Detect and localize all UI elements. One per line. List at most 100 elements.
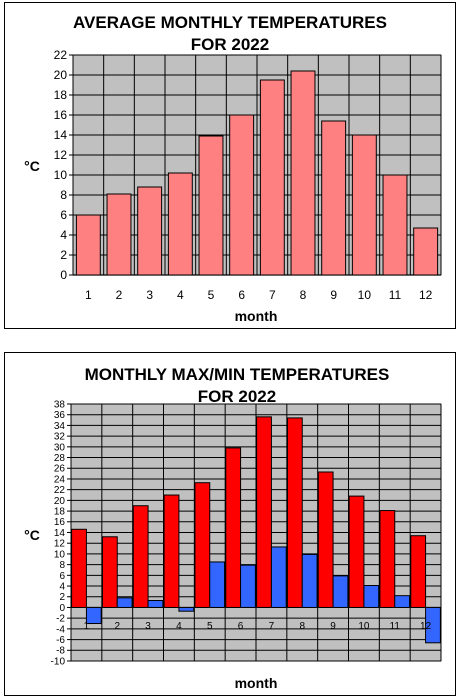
x-tick-label: 1 — [84, 621, 90, 632]
bar-series-0-month-4 — [167, 172, 193, 276]
bar-series-1-month-5 — [209, 561, 226, 608]
bar-series-0-month-8 — [286, 417, 303, 608]
average-temperature-chart: AVERAGE MONTHLY TEMPERATURES FOR 2022 0 2… — [24, 13, 442, 324]
y-tick-label: 26 — [54, 464, 66, 475]
chart-title-line1: MONTHLY MAX/MIN TEMPERATURES — [85, 365, 390, 384]
y-tick-label: 2 — [60, 248, 67, 262]
y-tick-label: 4 — [59, 581, 65, 592]
x-tick-label: 11 — [389, 288, 402, 302]
y-tick-label: 38 — [54, 399, 66, 410]
y-tick-label: -8 — [56, 646, 65, 657]
bar-series-0-month-6 — [225, 447, 242, 608]
x-tick-label: 6 — [238, 288, 245, 302]
y-tick-label: 4 — [60, 228, 67, 242]
bar-series-0-month-5 — [194, 482, 211, 608]
bar-series-0-month-2 — [106, 193, 132, 276]
y-tick-label: 10 — [54, 549, 66, 560]
x-axis-label: month — [235, 308, 278, 324]
x-tick-label: 2 — [116, 288, 123, 302]
bar-series-0-month-9 — [321, 120, 347, 276]
x-tick-label: 8 — [300, 288, 307, 302]
x-tick-label: 4 — [176, 621, 182, 632]
x-tick-label: 1 — [85, 288, 92, 302]
bar-series-0-month-1 — [71, 528, 87, 608]
y-tick-label: 18 — [54, 507, 66, 518]
y-tick-label: -6 — [56, 635, 65, 646]
y-tick-label: 0 — [59, 603, 65, 614]
y-tick-label: 10 — [54, 168, 68, 182]
y-tick-label: 14 — [54, 128, 68, 142]
max-min-temperature-chart-panel: MONTHLY MAX/MIN TEMPERATURES FOR 2022 -1… — [4, 352, 456, 696]
y-tick-label: 20 — [54, 496, 66, 507]
bar-series-1-month-10 — [363, 585, 380, 608]
bar-series-0-month-2 — [101, 536, 118, 608]
y-tick-label: 12 — [54, 148, 68, 162]
bar-series-0-month-11 — [382, 174, 408, 276]
average-temperature-chart-panel: AVERAGE MONTHLY TEMPERATURES FOR 2022 0 2… — [4, 2, 456, 329]
x-tick-label: 11 — [390, 621, 401, 632]
y-axis-label: °C — [24, 527, 40, 543]
y-tick-label: 34 — [54, 421, 66, 432]
x-tick-label: 8 — [299, 621, 305, 632]
y-tick-label: 20 — [54, 68, 68, 82]
y-tick-label: 6 — [59, 571, 65, 582]
bar-series-0-month-8 — [290, 70, 316, 276]
bar-series-1-month-1 — [85, 606, 102, 625]
bar-series-0-month-11 — [379, 510, 396, 608]
bar-series-0-month-12 — [413, 227, 439, 276]
x-tick-label: 7 — [269, 621, 275, 632]
bar-series-1-month-8 — [301, 553, 318, 608]
y-tick-label: 16 — [54, 108, 68, 122]
bar-series-0-month-7 — [259, 79, 285, 276]
y-tick-label: 8 — [59, 560, 65, 571]
bar-series-0-month-7 — [256, 416, 272, 608]
x-tick-label: 7 — [269, 288, 276, 302]
max-min-temperature-chart: MONTHLY MAX/MIN TEMPERATURES FOR 2022 -1… — [24, 365, 442, 691]
y-tick-label: -4 — [56, 624, 65, 635]
bar-series-1-month-12 — [425, 606, 441, 644]
y-tick-label: 36 — [54, 410, 66, 421]
bar-series-0-month-4 — [163, 494, 180, 608]
y-tick-label: 22 — [54, 485, 66, 496]
y-tick-label: -10 — [51, 656, 66, 667]
y-tick-label: 30 — [54, 442, 66, 453]
bar-series-1-month-9 — [332, 575, 349, 608]
bar-series-1-month-6 — [240, 564, 256, 608]
x-tick-label: 4 — [177, 288, 184, 302]
x-tick-label: 2 — [114, 621, 120, 632]
bar-series-0-month-3 — [132, 505, 149, 608]
bar-series-0-month-9 — [317, 471, 334, 608]
bar-series-1-month-3 — [147, 599, 164, 608]
y-axis-label: °C — [24, 158, 40, 174]
x-tick-label: 3 — [146, 288, 153, 302]
bar-series-1-month-2 — [116, 597, 133, 608]
bar-series-0-month-12 — [410, 535, 427, 608]
bar-series-1-month-4 — [178, 606, 195, 612]
y-tick-label: 0 — [60, 268, 67, 282]
y-tick-label: 16 — [54, 517, 66, 528]
y-tick-label: -2 — [56, 614, 65, 625]
bar-series-1-month-11 — [394, 595, 411, 608]
y-tick-label: 6 — [60, 208, 67, 222]
chart-title-line1: AVERAGE MONTHLY TEMPERATURES — [73, 13, 387, 32]
y-tick-label: 8 — [60, 188, 67, 202]
bar-series-0-month-10 — [348, 495, 365, 608]
y-tick-label: 22 — [54, 48, 68, 62]
bar-series-0-month-5 — [198, 135, 224, 276]
x-tick-label: 10 — [358, 621, 370, 632]
x-tick-label: 6 — [238, 621, 244, 632]
x-tick-label: 3 — [145, 621, 151, 632]
chart-title-line2: FOR 2022 — [191, 35, 269, 54]
y-tick-label: 24 — [54, 474, 66, 485]
y-tick-label: 12 — [54, 539, 66, 550]
x-tick-label: 9 — [330, 621, 336, 632]
y-tick-label: 28 — [54, 453, 66, 464]
y-tick-label: 2 — [59, 592, 65, 603]
y-tick-label: 32 — [54, 432, 66, 443]
bar-series-0-month-10 — [351, 134, 377, 276]
x-tick-label: 10 — [358, 288, 372, 302]
x-tick-label: 5 — [208, 288, 215, 302]
bar-series-0-month-6 — [229, 114, 255, 276]
x-tick-label: 12 — [420, 621, 432, 632]
x-tick-label: 9 — [330, 288, 337, 302]
